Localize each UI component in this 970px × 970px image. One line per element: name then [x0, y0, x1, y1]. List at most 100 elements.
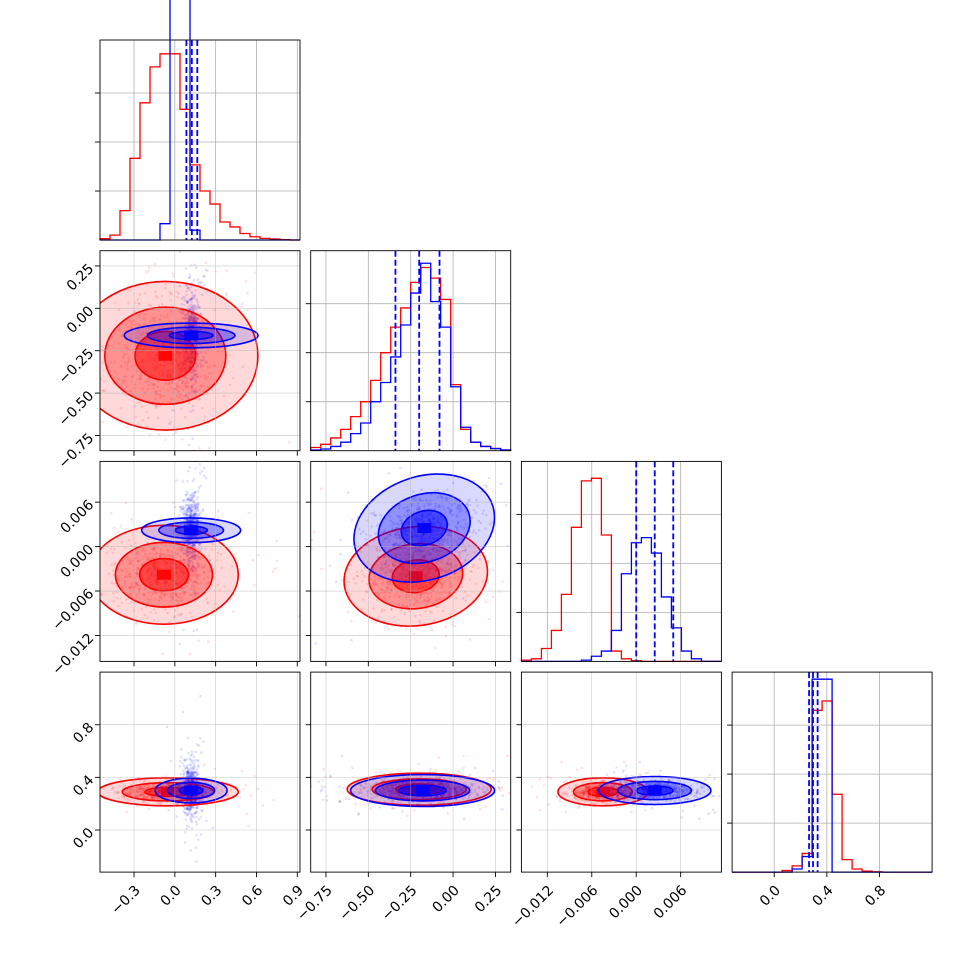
joint-1-2-point-red [419, 595, 422, 598]
joint-1-2-point-red [424, 557, 428, 561]
joint-1-2-point-red [491, 568, 495, 572]
joint-0-2-point-red [134, 572, 138, 575]
joint-0-1-point-blue [192, 324, 196, 327]
joint-0-1-peak-red [158, 350, 173, 361]
joint-0-1-point-blue [194, 319, 198, 323]
joint-0-2-frame [99, 460, 301, 662]
joint-0-1-point-red [172, 274, 175, 278]
joint-1-2-point-red [421, 554, 425, 558]
joint-0-3-point-red [249, 794, 253, 797]
joint-0-1-point-red [154, 290, 157, 293]
joint-0-2-point-blue [185, 513, 189, 517]
joint-0-2-point-red [187, 566, 191, 569]
joint-1-2-point-red [390, 588, 393, 592]
joint-0-2-point-blue [181, 507, 185, 511]
joint-1-2-point-red [423, 556, 426, 559]
joint-0-2-point-red [202, 577, 206, 580]
joint-0-2-point-red [251, 558, 255, 562]
joint-1-2-point-red [454, 571, 457, 575]
joint-0-2-point-red [220, 566, 224, 570]
joint-0-1-point-red [145, 425, 149, 428]
joint-0-2-point-red [142, 593, 146, 597]
joint-0-1-point-red [139, 376, 143, 380]
joint-0-2-point-blue [198, 548, 201, 551]
joint-1-2-point-red [447, 569, 450, 573]
joint-1-2-point-red [361, 579, 364, 583]
joint-0-2-point-red [129, 592, 132, 596]
joint-0-2-point-blue [191, 497, 195, 500]
joint-0-2-point-red [135, 582, 138, 585]
joint-0-1-point-red [144, 270, 148, 274]
joint-0-1-point-red [142, 316, 146, 320]
joint-0-1-point-blue [194, 317, 197, 320]
joint-0-2-point-blue [190, 522, 193, 525]
joint-0-1-point-blue [205, 360, 208, 364]
joint-0-2-point-red [182, 592, 186, 596]
joint-0-1-point-blue [190, 285, 193, 289]
joint-0-2-point-red [191, 570, 195, 573]
joint-1-2-point-red [365, 519, 369, 522]
joint-1-2-point-red [380, 564, 384, 567]
joint-0-2-point-blue [179, 507, 183, 511]
joint-1-2-point-red [388, 570, 391, 573]
joint-0-1-point-red [153, 382, 157, 386]
joint-0-2-point-red [128, 575, 132, 578]
joint-0-2-point-red [120, 540, 123, 544]
joint-0-2-point-red [130, 518, 133, 521]
joint-0-2-point-blue [190, 511, 194, 514]
joint-0-1-point-blue [187, 314, 191, 318]
joint-0-1-point-red [188, 401, 191, 405]
joint-0-1-point-blue [188, 318, 192, 322]
joint-1-2-point-red [355, 570, 359, 574]
joint-0-2-point-blue [186, 498, 190, 501]
joint-0-1-point-red [226, 361, 230, 364]
joint-0-1-point-red [203, 377, 207, 381]
joint-0-2-point-blue [189, 505, 193, 509]
joint-1-2-point-red [435, 590, 439, 594]
joint-0-1-point-red [133, 301, 137, 304]
joint-0-1-point-red [113, 370, 117, 373]
joint-0-1-point-blue [193, 263, 196, 267]
joint-0-1-point-red [122, 353, 126, 356]
joint-0-2-point-blue [193, 522, 197, 526]
joint-0-3-point-blue [199, 694, 202, 698]
joint-0-2-point-red [128, 586, 132, 589]
joint-0-2-point-red [109, 511, 113, 515]
joint-0-2-point-blue [186, 558, 189, 562]
joint-0-1-point-red [171, 272, 174, 275]
joint-0-1-point-red [185, 385, 188, 388]
joint-0-1-point-red [199, 312, 203, 316]
joint-0-1-point-blue [168, 422, 171, 426]
joint-0-1-point-red [151, 326, 155, 329]
joint-0-1-point-blue [178, 310, 181, 314]
joint-0-2-point-red [205, 597, 208, 600]
joint-0-1-point-blue [191, 319, 195, 323]
joint-0-1-point-blue [185, 316, 189, 319]
joint-0-2-point-blue [195, 502, 198, 505]
joint-0-1-point-blue [193, 304, 196, 307]
joint-1-2-point-red [484, 600, 488, 603]
joint-0-1-point-red [137, 377, 141, 381]
joint-1-2-point-red [463, 558, 467, 562]
joint-0-2-point-blue [190, 554, 194, 558]
joint-0-1-point-red [198, 281, 202, 284]
joint-1-2-point-red [473, 550, 476, 554]
joint-0-1-point-blue [189, 298, 193, 302]
joint-0-2-point-red [123, 579, 127, 583]
joint-0-2-point-blue [190, 534, 193, 538]
joint-0-2-point-blue [188, 514, 192, 518]
joint-0-2-point-red [134, 582, 138, 586]
joint-0-2-point-red [135, 593, 139, 597]
joint-0-1-point-blue [171, 408, 174, 412]
joint-0-2-point-blue [178, 642, 182, 646]
joint-1-2-point-red [421, 600, 424, 603]
marginal-1 [305, 250, 512, 451]
joint-0-2-point-blue [197, 509, 200, 512]
joint-0-3-point-red [230, 782, 233, 785]
joint-0-2-point-blue [169, 554, 172, 558]
joint-0-1-point-red [119, 406, 123, 410]
joint-1-2-point-red [399, 558, 403, 561]
joint-0-1-point-red [183, 382, 187, 386]
joint-0-2-point-blue [193, 512, 197, 516]
joint-1-2 [310, 466, 511, 650]
